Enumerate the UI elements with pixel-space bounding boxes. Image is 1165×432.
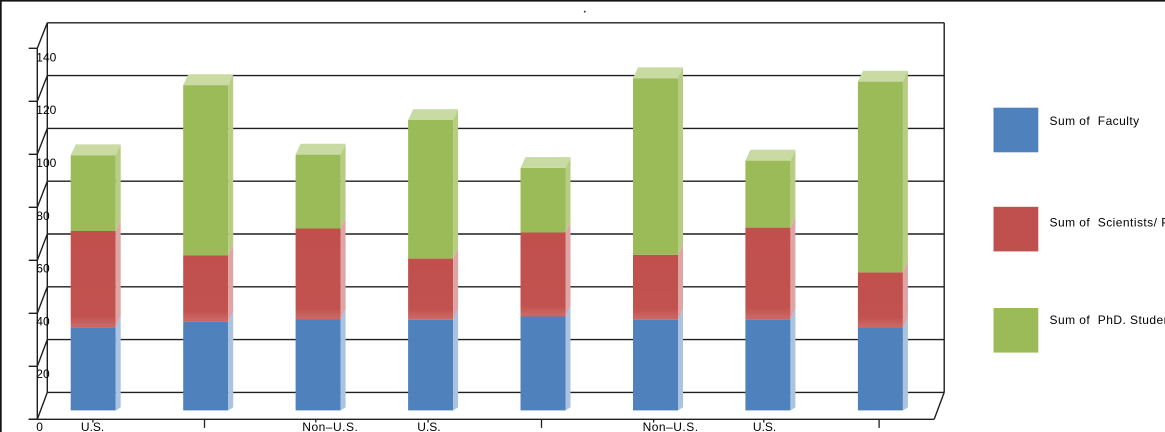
svg-text:Sum of Scientists/ Post Docs: Sum of Scientists/ Post Docs: [1050, 216, 1165, 230]
svg-text:140: 140: [36, 50, 56, 64]
svg-text:U.S.: U.S.: [417, 420, 440, 432]
svg-text:0: 0: [36, 420, 43, 432]
svg-text:Non–U.S.: Non–U.S.: [302, 420, 358, 432]
svg-text:20: 20: [36, 367, 50, 381]
svg-text:120: 120: [36, 103, 56, 117]
svg-text:60: 60: [36, 262, 50, 276]
svg-text:100: 100: [36, 156, 56, 170]
svg-text:80: 80: [36, 209, 50, 223]
svg-text:U.S.: U.S.: [81, 420, 104, 432]
svg-text:Non–U.S.: Non–U.S.: [643, 420, 699, 432]
svg-text:40: 40: [36, 314, 50, 328]
svg-text:Sum of Faculty: Sum of Faculty: [1050, 114, 1140, 128]
svg-text:U.S.: U.S.: [753, 420, 776, 432]
svg-text:Sum of PhD. Students: Sum of PhD. Students: [1050, 313, 1165, 327]
